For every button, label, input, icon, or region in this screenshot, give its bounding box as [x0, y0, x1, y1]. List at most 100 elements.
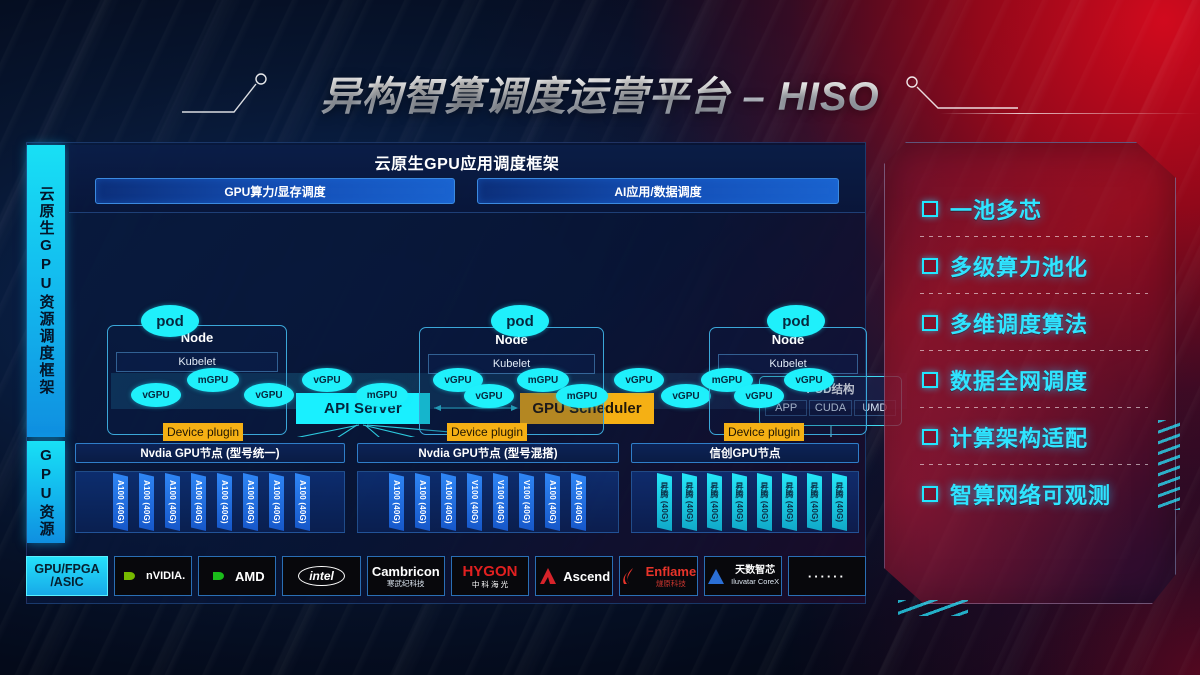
- gpu-card: A100 (40G): [441, 473, 456, 531]
- vendor-name: ······: [807, 568, 846, 584]
- vgpu-ellipse-2-4[interactable]: vGPU: [661, 384, 711, 408]
- device-plugin-3[interactable]: Device plugin: [724, 423, 804, 441]
- gpu-card: V100 (40G): [493, 473, 508, 531]
- intel-logo: intel: [282, 556, 361, 596]
- checkbox-square-icon: [922, 257, 938, 274]
- vendor-name: AMD: [235, 568, 265, 584]
- amd-logo: AMD: [198, 556, 277, 596]
- framework-title: 云原生GPU应用调度框架: [374, 156, 560, 173]
- gpu-card-label: 昇腾 (40G): [810, 481, 819, 523]
- ascend-logo: Ascend: [535, 556, 614, 596]
- gpu-card: A100 (40G): [545, 473, 560, 531]
- gpu-card: 昇腾 (40G): [682, 473, 697, 531]
- gpu-card-label: A100 (40G): [574, 480, 583, 524]
- pill-gpu-compute-scheduling[interactable]: GPU算力/显存调度: [95, 178, 455, 204]
- vgpu-ellipse-1-2[interactable]: vGPU: [244, 383, 294, 407]
- feature-item-2[interactable]: 多级算力池化: [884, 237, 1176, 294]
- gpu-scheduler-box[interactable]: GPU Scheduler: [520, 393, 654, 424]
- vgpu-ellipse-3-2[interactable]: vGPU: [784, 368, 834, 392]
- mgpu-ellipse-2-2[interactable]: mGPU: [556, 384, 608, 408]
- gpu-card: A100 (40G): [191, 473, 206, 531]
- feature-item-label: 多级算力池化: [950, 254, 1089, 280]
- gpu-card-label: 昇腾 (40G): [835, 481, 844, 523]
- pill-ai-data-scheduling[interactable]: AI应用/数据调度: [477, 178, 839, 204]
- gpu-card: A100 (40G): [389, 473, 404, 531]
- vendor-logo-row: GPU/FPGA /ASIC nVIDIA. AMD intel Cambricon 寒…: [26, 556, 866, 596]
- vgpu-ellipse-1-3[interactable]: vGPU: [302, 368, 352, 392]
- gpu-card: A100 (40G): [415, 473, 430, 531]
- vendor-name: intel: [298, 566, 345, 586]
- more-logo: ······: [787, 556, 866, 596]
- device-plugin-1[interactable]: Device plugin: [163, 423, 243, 441]
- gpu-card: A100 (40G): [139, 473, 154, 531]
- feature-item-6[interactable]: 智算网络可观测: [884, 465, 1176, 522]
- kubelet-1: Kubelet: [116, 352, 278, 372]
- vgpu-ellipse-2-3[interactable]: vGPU: [614, 368, 664, 392]
- gpu-card-label: A100 (40G): [116, 480, 125, 524]
- gpu-card-label: A100 (40G): [418, 480, 427, 524]
- gpu-card: 昇腾 (40G): [657, 473, 672, 531]
- vendor-items-host: nVIDIA. AMD intel Cambricon 寒武纪科技 HYGON 中 科 海 …: [114, 556, 866, 596]
- enflame-mark-icon: [622, 568, 633, 584]
- gpu-card: 昇腾 (40G): [832, 473, 847, 531]
- vendor-name: Enflame: [645, 563, 697, 579]
- vgpu-ellipse-2-2[interactable]: vGPU: [464, 384, 514, 408]
- enflame-logo: Enflame 燧原科技: [619, 556, 698, 596]
- gpu-card-label: 昇腾 (40G): [735, 481, 744, 523]
- pod-ellipse-2[interactable]: pod: [491, 305, 549, 337]
- gpu-card-label: V100 (40G): [522, 480, 531, 524]
- pod-cell-cuda: CUDA: [809, 400, 852, 416]
- checkbox-square-icon: [922, 314, 938, 331]
- gpu-card-label: 昇腾 (40G): [785, 481, 794, 523]
- gpu-node-label-3: 信创GPU节点: [631, 443, 859, 463]
- vendor-name: Cambricon: [371, 563, 440, 579]
- gpu-card-label: A100 (40G): [548, 480, 557, 524]
- vendor-name: HYGON: [462, 562, 518, 580]
- vendor-tag-line1: GPU/FPGA: [34, 561, 100, 576]
- feature-item-label: 多维调度算法: [950, 311, 1089, 337]
- device-plugin-2[interactable]: Device plugin: [447, 423, 527, 441]
- slide-title-bar: 异构智算调度运营平台 – HISO: [0, 62, 1200, 124]
- gpu-card: 昇腾 (40G): [732, 473, 747, 531]
- feature-item-label: 数据全网调度: [950, 368, 1089, 394]
- vendor-subname: 中 科 海 光: [471, 579, 509, 589]
- vendor-name: nVIDIA.: [146, 569, 186, 582]
- gpu-card-label: A100 (40G): [392, 480, 401, 524]
- checkbox-square-icon: [922, 485, 938, 502]
- pod-ellipse-3[interactable]: pod: [767, 305, 825, 337]
- checkbox-square-icon: [922, 371, 938, 388]
- feature-separator: [920, 350, 1148, 351]
- checkbox-square-icon: [922, 200, 938, 217]
- vgpu-ellipse-1-1[interactable]: vGPU: [131, 383, 181, 407]
- nvidia-mark-icon: [124, 572, 136, 580]
- feature-item-4[interactable]: 数据全网调度: [884, 351, 1176, 408]
- node-title-1: Node: [180, 330, 214, 345]
- vendor-name: 天数智芯: [735, 565, 776, 577]
- page-title: 异构智算调度运营平台 – HISO: [320, 64, 879, 122]
- api-server-box[interactable]: API Server: [296, 393, 430, 424]
- gpu-card: 昇腾 (40G): [782, 473, 797, 531]
- ascend-mark-icon: [540, 568, 557, 584]
- gpu-card: V100 (40G): [519, 473, 534, 531]
- feature-item-5[interactable]: 计算架构适配: [884, 408, 1176, 465]
- gpu-card: A100 (40G): [165, 473, 180, 531]
- gpu-card-label: A100 (40G): [168, 480, 177, 524]
- mgpu-ellipse-1-1[interactable]: mGPU: [187, 368, 239, 392]
- feature-item-1[interactable]: 一池多芯: [884, 180, 1176, 237]
- gpu-card-label: A100 (40G): [272, 480, 281, 524]
- mgpu-ellipse-1-2[interactable]: mGPU: [356, 383, 408, 407]
- mgpu-ellipse-2-1[interactable]: mGPU: [517, 368, 569, 392]
- gpu-card-label: A100 (40G): [194, 480, 203, 524]
- pod-ellipse-1[interactable]: pod: [141, 305, 199, 337]
- feature-separator: [920, 236, 1148, 237]
- gpu-card-label: A100 (40G): [220, 480, 229, 524]
- feature-item-3[interactable]: 多维调度算法: [884, 294, 1176, 351]
- vendor-subname: 燧原科技: [655, 578, 686, 588]
- vgpu-ellipse-3-1[interactable]: vGPU: [734, 384, 784, 408]
- gpu-card: 昇腾 (40G): [757, 473, 772, 531]
- gpu-card-label: 昇腾 (40G): [760, 481, 769, 523]
- gpu-card-label: 昇腾 (40G): [660, 481, 669, 523]
- sidebar-label-framework: 云原生GPU资源调度框架: [27, 145, 65, 437]
- iluvatar-logo: 天数智芯 Iluvatar CoreX: [703, 556, 782, 596]
